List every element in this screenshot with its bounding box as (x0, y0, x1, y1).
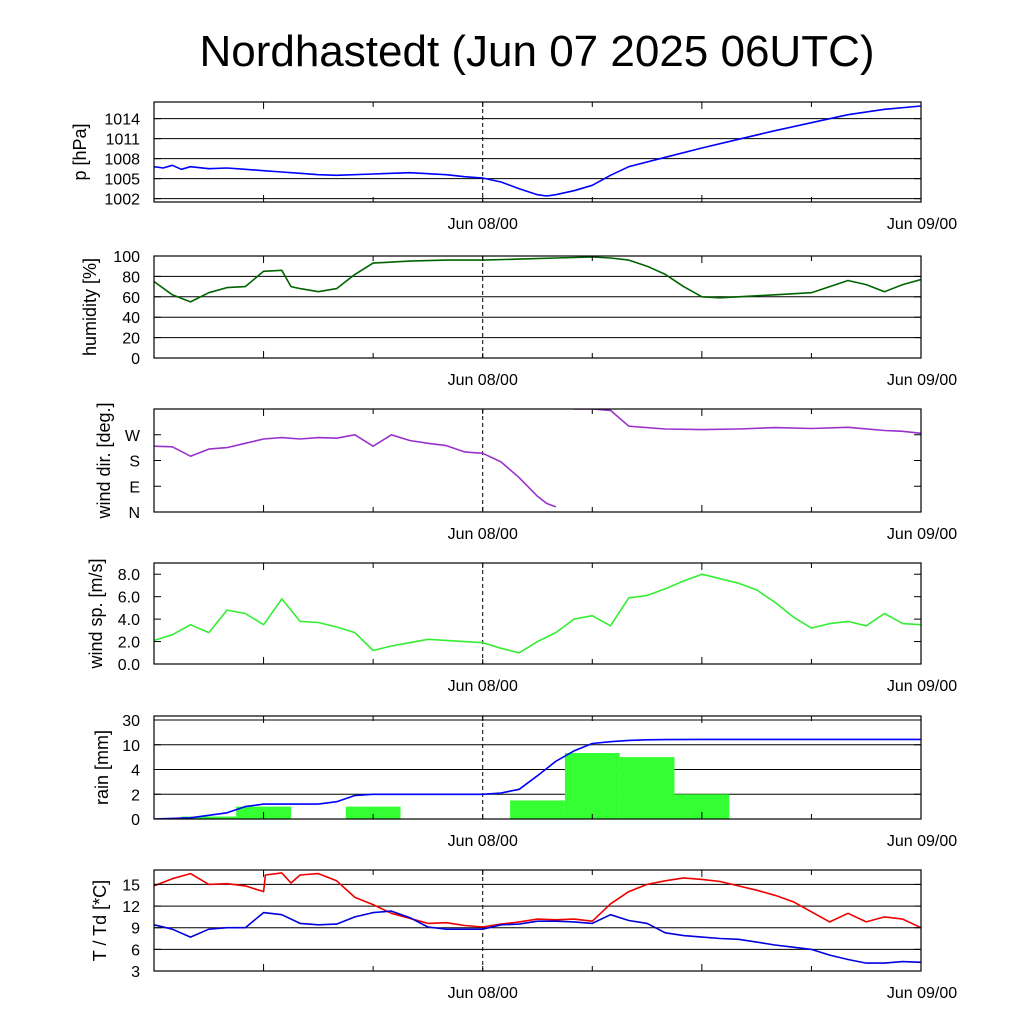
series-line (154, 256, 921, 303)
rain-bar (564, 753, 620, 819)
x-tick-label: Jun 09/00 (887, 372, 957, 389)
y-tick-label: 0 (131, 351, 140, 368)
x-tick-label: Jun 09/00 (887, 526, 957, 543)
panel-temperature: 3 6 9 12 15 Jun 08/00 Jun 09/00 T / Td [*C] (90, 869, 957, 1002)
y-tick-label: W (125, 428, 141, 445)
panel-wind-speed: 0.0 2.0 4.0 6.0 8.0 Jun 08/00 Jun 09/00 wind sp… (86, 558, 957, 695)
y-tick-label: 6.0 (118, 590, 140, 607)
y-tick-label: 30 (122, 713, 140, 730)
y-tick-label: 4.0 (118, 612, 140, 629)
rain-bar (510, 800, 565, 819)
x-tick-label: Jun 09/00 (887, 833, 957, 850)
y-tick-label: 12 (122, 899, 140, 916)
y-tick-label: 8.0 (118, 567, 140, 584)
x-tick-label: Jun 08/00 (448, 216, 518, 233)
y-tick-label: E (129, 479, 140, 496)
y-axis-label: rain [mm] (92, 730, 112, 805)
rain-bar (181, 816, 237, 819)
y-tick-label: 0 (131, 812, 140, 829)
plot-frame (153, 869, 922, 972)
y-tick-label: 6 (131, 942, 140, 959)
y-axis-label: T / Td [*C] (90, 880, 110, 961)
y-tick-label: 20 (122, 331, 140, 348)
y-tick-label: 3 (131, 964, 140, 981)
series-line (154, 105, 921, 197)
series-line (154, 910, 921, 964)
panel-humidity: 0 20 40 60 80 100 Jun 08/00 Jun 09/00 humidity [… (80, 249, 957, 389)
x-tick-label: Jun 08/00 (448, 526, 518, 543)
series-line (154, 872, 921, 929)
y-axis-label: wind sp. [m/s] (86, 558, 106, 669)
y-tick-label: 40 (122, 310, 140, 327)
plot-frame (153, 101, 922, 203)
chart-title: Nordhastedt (Jun 07 2025 06UTC) (199, 27, 874, 76)
x-tick-label: Jun 08/00 (448, 985, 518, 1002)
y-tick-label: 9 (131, 921, 140, 938)
series-line (154, 573, 921, 654)
x-tick-label: Jun 09/00 (887, 985, 957, 1002)
series-line (154, 409, 921, 508)
y-tick-label: 80 (122, 269, 140, 286)
panel-rain: 0 2 4 10 30 Jun 08/00 Jun 09/00 rain [mm] (92, 713, 957, 850)
series-line (154, 738, 921, 819)
y-tick-label: 100 (113, 249, 140, 266)
y-tick-label: 2.0 (118, 635, 140, 652)
x-tick-label: Jun 08/00 (448, 372, 518, 389)
y-axis-label: humidity [%] (80, 258, 100, 356)
y-tick-label: 0.0 (118, 657, 140, 674)
y-tick-label: 1008 (104, 152, 140, 169)
y-tick-label: 60 (122, 290, 140, 307)
plot-frame (153, 562, 922, 665)
y-tick-label: 15 (122, 877, 140, 894)
y-tick-label: 4 (131, 763, 140, 780)
rain-bar (345, 806, 401, 819)
x-tick-label: Jun 08/00 (448, 678, 518, 695)
plot-frame (153, 715, 922, 820)
panel-pressure: 1002 1005 1008 1011 1014 Jun 08/00 Jun 09/00 p … (70, 101, 957, 233)
y-tick-label: S (129, 454, 140, 471)
rain-bar (619, 757, 675, 819)
y-tick-label: 1002 (104, 192, 140, 209)
plot-frame (153, 255, 922, 359)
y-tick-label: 1014 (104, 112, 140, 129)
y-tick-label: 2 (131, 787, 140, 804)
x-tick-label: Jun 08/00 (448, 833, 518, 850)
y-axis-label: p [hPa] (70, 123, 90, 180)
x-tick-label: Jun 09/00 (887, 216, 957, 233)
y-tick-label: 1005 (104, 172, 140, 189)
y-axis-label: wind dir. [deg.] (94, 402, 114, 519)
y-tick-label: 1011 (106, 132, 141, 149)
y-tick-label: 10 (122, 738, 140, 755)
x-tick-label: Jun 09/00 (887, 678, 957, 695)
y-tick-label: N (128, 505, 140, 522)
